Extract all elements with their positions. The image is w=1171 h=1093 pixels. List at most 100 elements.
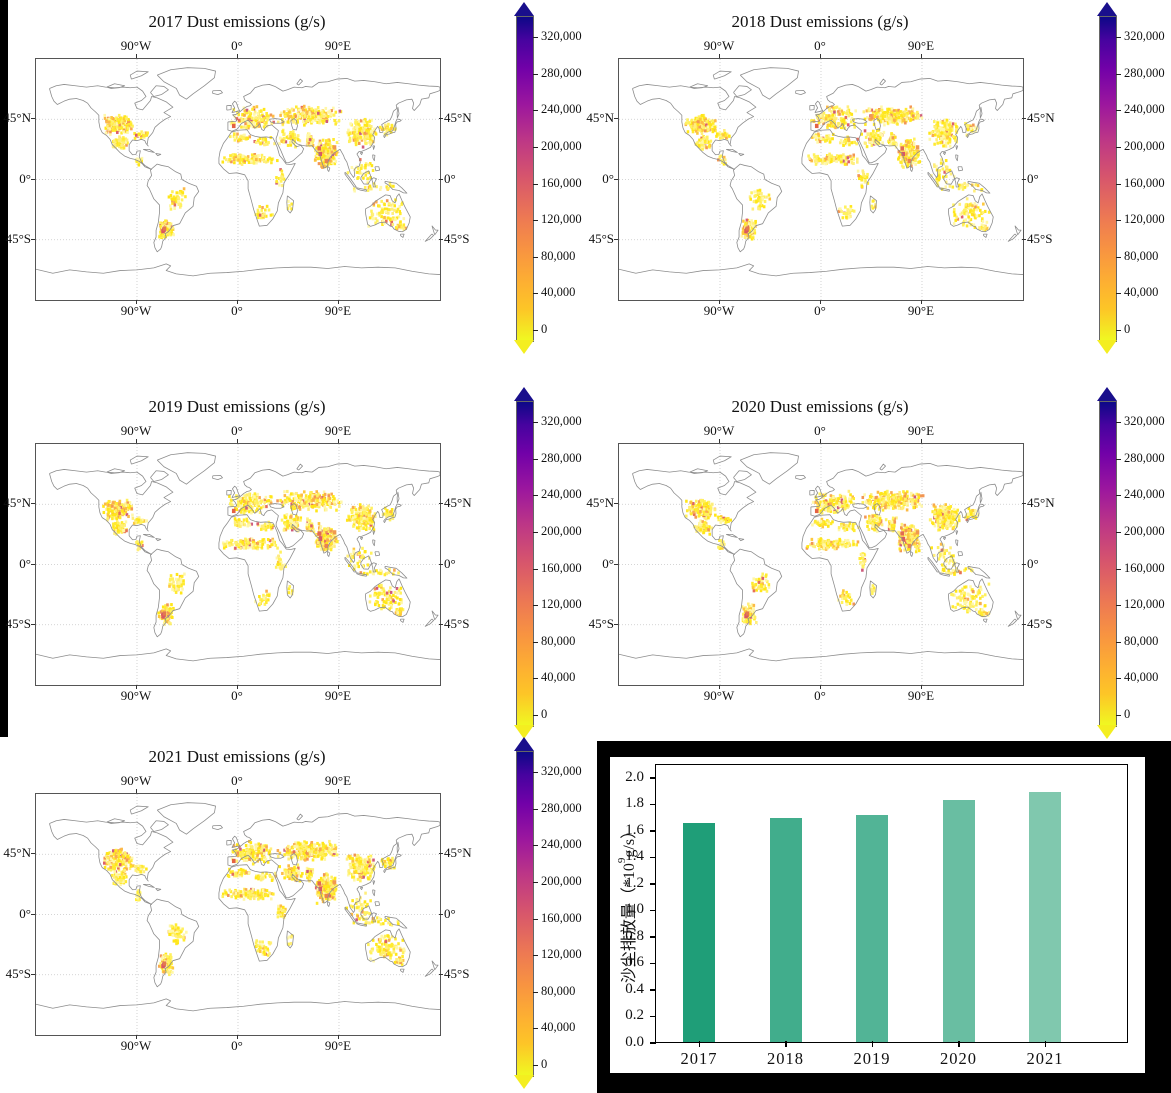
colorbar-tick bbox=[1116, 678, 1121, 680]
colorbar: 0 40,000 80,000 120,000 160,000 200,000 240,00… bbox=[508, 2, 582, 368]
lat-tick-left bbox=[614, 238, 618, 240]
lat-tick-left bbox=[31, 238, 35, 240]
lat-tick-right bbox=[439, 238, 443, 240]
lon-tick-bottom bbox=[237, 1035, 238, 1039]
lat-tick-label-left: 45°S bbox=[588, 230, 614, 246]
y-axis-tick bbox=[650, 830, 656, 832]
colorbar-tick bbox=[1116, 293, 1121, 295]
world-map bbox=[619, 444, 1023, 685]
lat-tick-right bbox=[1022, 563, 1026, 565]
lon-tick-top bbox=[237, 54, 238, 58]
map-frame bbox=[618, 58, 1024, 301]
lat-tick-right bbox=[439, 563, 443, 565]
world-map bbox=[36, 59, 440, 300]
lat-tick-label-left: 45°N bbox=[586, 495, 614, 511]
lat-tick-label-right: 0° bbox=[1027, 170, 1039, 186]
dust-emission-layer bbox=[684, 105, 991, 241]
colorbar: 0 40,000 80,000 120,000 160,000 200,000 240,00… bbox=[508, 737, 582, 1093]
colorbar-tick-label: 160,000 bbox=[1124, 175, 1165, 190]
lon-tick-label-bottom: 0° bbox=[231, 303, 243, 318]
lat-tick-left bbox=[31, 563, 35, 565]
lon-tick-top bbox=[921, 439, 922, 443]
colorbar-tick-label: 80,000 bbox=[1124, 633, 1159, 648]
lon-tick-bottom bbox=[237, 300, 238, 304]
lon-tick-bottom bbox=[338, 685, 339, 689]
lon-tick-label-top: 90°W bbox=[703, 423, 735, 438]
left-border-bar bbox=[0, 0, 8, 737]
lon-tick-top bbox=[820, 439, 821, 443]
colorbar-tick-label: 80,000 bbox=[541, 983, 576, 998]
colorbar-up-arrow bbox=[514, 737, 534, 751]
lat-tick-label-left: 45°N bbox=[3, 495, 31, 511]
lat-tick-label-right: 0° bbox=[1027, 555, 1039, 571]
colorbar-down-arrow bbox=[514, 725, 534, 739]
lon-tick-top bbox=[237, 439, 238, 443]
colorbar-tick bbox=[533, 568, 538, 570]
colorbar-tick-label: 280,000 bbox=[541, 65, 582, 80]
lat-tick-right bbox=[439, 178, 443, 180]
colorbar-tick bbox=[1116, 495, 1121, 497]
lat-tick-label-left: 0° bbox=[19, 905, 31, 921]
lat-tick-right bbox=[1022, 238, 1026, 240]
colorbar-tick bbox=[533, 183, 538, 185]
lon-tick-label-bottom: 0° bbox=[231, 1038, 243, 1053]
colorbar-up-arrow bbox=[514, 387, 534, 401]
lat-tick-left bbox=[614, 503, 618, 505]
lat-tick-label-right: 0° bbox=[444, 905, 456, 921]
colorbar-tick bbox=[533, 458, 538, 460]
map-panel-2018: 2018 Dust emissions (g/s) 90°W 90°W 0° 0° 90°… bbox=[583, 0, 1168, 375]
colorbar-tick bbox=[533, 110, 538, 112]
lat-tick-label-right: 45°S bbox=[1027, 230, 1053, 246]
lon-tick-bottom bbox=[338, 1035, 339, 1039]
lat-tick-left bbox=[614, 623, 618, 625]
lat-tick-left bbox=[31, 118, 35, 120]
colorbar-tick-label: 120,000 bbox=[541, 947, 582, 962]
dust-emission-layer bbox=[102, 839, 406, 977]
colorbar-tick bbox=[1116, 458, 1121, 460]
lat-tick-left bbox=[31, 853, 35, 855]
lat-tick-label-right: 45°N bbox=[444, 845, 472, 861]
lon-tick-top bbox=[820, 54, 821, 58]
colorbar-tick bbox=[533, 955, 538, 957]
lon-tick-top bbox=[338, 789, 339, 793]
colorbar-tick bbox=[1116, 147, 1121, 148]
coastline-outline bbox=[36, 68, 440, 276]
lon-tick-top bbox=[719, 439, 720, 443]
lat-tick-left bbox=[614, 178, 618, 180]
lat-tick-label-right: 45°N bbox=[444, 495, 472, 511]
colorbar-tick bbox=[533, 256, 538, 258]
lat-tick-label-right: 45°N bbox=[1027, 495, 1055, 511]
colorbar-tick bbox=[533, 220, 538, 222]
lon-tick-bottom bbox=[820, 300, 821, 304]
lon-tick-top bbox=[921, 54, 922, 58]
lat-tick-label-left: 0° bbox=[19, 555, 31, 571]
colorbar: 0 40,000 80,000 120,000 160,000 200,000 240,00… bbox=[508, 387, 582, 753]
lon-tick-label-top: 0° bbox=[231, 423, 243, 438]
lat-tick-label-left: 45°N bbox=[3, 110, 31, 126]
map-panel-2019: 2019 Dust emissions (g/s) 90°W 90°W 0° 0° 90°… bbox=[0, 385, 585, 760]
colorbar-tick bbox=[1116, 568, 1121, 570]
colorbar-tick bbox=[533, 678, 538, 680]
bar-2017 bbox=[683, 823, 715, 1042]
map-frame bbox=[35, 793, 441, 1036]
lon-tick-top bbox=[719, 54, 720, 58]
lon-tick-top bbox=[136, 54, 137, 58]
lon-tick-top bbox=[136, 439, 137, 443]
lon-tick-label-bottom: 90°W bbox=[703, 303, 735, 318]
colorbar-tick-label: 0 bbox=[1124, 322, 1131, 336]
world-map bbox=[619, 59, 1023, 300]
x-axis-tick bbox=[698, 1041, 700, 1047]
colorbar-tick bbox=[1116, 183, 1121, 185]
lat-tick-left bbox=[31, 178, 35, 180]
map-panel-2020: 2020 Dust emissions (g/s) 90°W 90°W 0° 0° 90°… bbox=[583, 385, 1168, 760]
colorbar-down-arrow bbox=[1097, 725, 1117, 739]
colorbar-up-arrow bbox=[514, 2, 534, 16]
lat-tick-label-right: 45°S bbox=[444, 230, 470, 246]
colorbar-tick bbox=[1116, 220, 1121, 222]
colorbar-tick-label: 320,000 bbox=[541, 414, 582, 429]
map-frame bbox=[35, 443, 441, 686]
lat-tick-label-left: 45°N bbox=[3, 845, 31, 861]
colorbar-tick bbox=[533, 422, 538, 424]
colorbar-tick bbox=[533, 37, 538, 39]
